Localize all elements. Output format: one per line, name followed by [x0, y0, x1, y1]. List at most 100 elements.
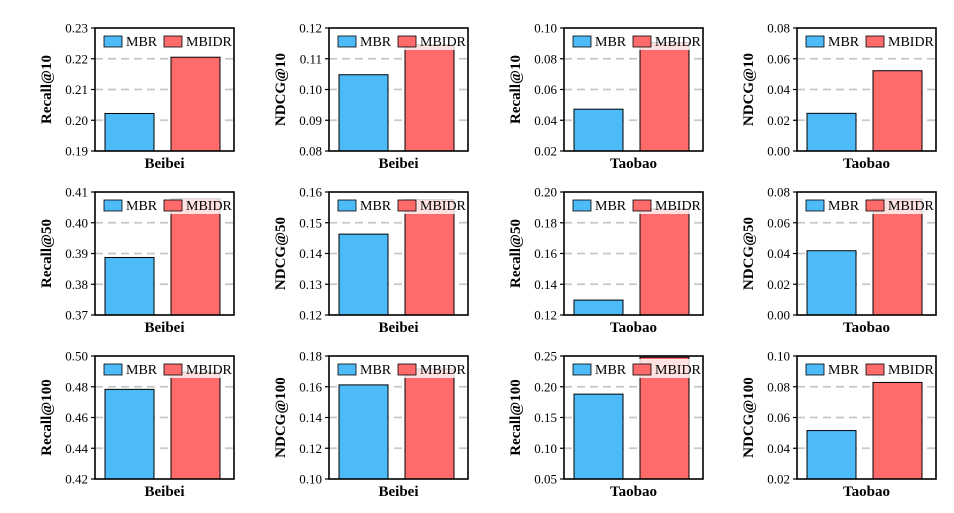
y-tick-label: 0.20 — [65, 113, 88, 128]
y-tick-label: 0.39 — [65, 246, 88, 261]
legend-label-mbr: MBR — [595, 35, 627, 50]
legend-swatch-mbr — [337, 35, 357, 48]
chart-panel: MBR MBIDR 0.10 0.12 0.14 0.16 0.18 NDCG@100 Beib… — [273, 349, 469, 500]
y-tick-label: 0.02 — [767, 277, 790, 292]
y-tick-label: 0.06 — [767, 410, 790, 425]
legend-label-mbr: MBR — [360, 199, 392, 214]
legend-label-mbr: MBR — [595, 199, 627, 214]
y-tick-label: 0.16 — [299, 185, 322, 200]
legend-swatch-mbidr — [632, 199, 652, 212]
chart-panel: MBR MBIDR 0.19 0.20 0.21 0.22 0.23 Recall@10 Bei… — [39, 21, 235, 172]
y-tick-label: 0.18 — [299, 349, 322, 364]
legend-label-mbidr: MBIDR — [655, 363, 702, 378]
y-axis-title: NDCG@10 — [741, 53, 757, 126]
chart-panel: MBR MBIDR 0.08 0.09 0.10 0.11 0.12 NDCG@10 Beibe… — [273, 21, 469, 172]
y-axis-title: NDCG@50 — [273, 217, 289, 290]
legend-label-mbidr: MBIDR — [888, 363, 935, 378]
y-axis-title: Recall@10 — [508, 55, 524, 124]
legend-swatch-mbr — [805, 35, 825, 48]
y-tick-label: 0.10 — [767, 349, 790, 364]
y-tick-label: 0.50 — [65, 349, 88, 364]
legend-label-mbidr: MBIDR — [186, 363, 233, 378]
bar-mbr — [104, 112, 155, 152]
y-axis-title: NDCG@10 — [273, 53, 289, 126]
chart-panel: MBR MBIDR 0.00 0.02 0.04 0.06 0.08 NDCG@50 Taoba… — [741, 185, 937, 336]
y-axis-title: Recall@50 — [39, 219, 55, 288]
y-tick-label: 0.12 — [299, 308, 322, 323]
legend-label-mbidr: MBIDR — [420, 199, 467, 214]
y-tick-label: 0.10 — [534, 21, 557, 36]
y-axis-title: Recall@100 — [39, 379, 55, 455]
y-tick-label: 0.10 — [534, 441, 557, 456]
y-tick-label: 0.44 — [65, 441, 88, 456]
y-tick-label: 0.38 — [65, 277, 88, 292]
bar-mbr — [806, 112, 857, 152]
y-tick-label: 0.06 — [767, 51, 790, 66]
bar-mbr — [338, 74, 389, 152]
bar-mbidr — [639, 42, 690, 152]
y-tick-label: 0.05 — [534, 472, 557, 487]
legend-label-mbidr: MBIDR — [420, 363, 467, 378]
legend-swatch-mbidr — [865, 35, 885, 48]
legend-swatch-mbidr — [397, 35, 417, 48]
y-axis-title: Recall@10 — [39, 55, 55, 124]
y-tick-label: 0.46 — [65, 410, 88, 425]
y-tick-label: 0.18 — [534, 215, 557, 230]
y-tick-label: 0.08 — [534, 51, 557, 66]
y-tick-label: 0.23 — [65, 21, 88, 36]
legend-swatch-mbidr — [163, 35, 183, 48]
legend-label-mbr: MBR — [126, 363, 158, 378]
bar-mbidr — [170, 371, 221, 480]
y-tick-label: 0.13 — [299, 277, 322, 292]
x-axis-title: Beibei — [379, 156, 419, 172]
bar-mbr — [806, 250, 857, 316]
bar-mbidr — [872, 70, 923, 152]
legend-swatch-mbidr — [397, 363, 417, 376]
y-tick-label: 0.12 — [299, 21, 322, 36]
legend-label-mbr: MBR — [828, 35, 860, 50]
bar-mbidr — [872, 198, 923, 316]
legend-swatch-mbr — [805, 199, 825, 212]
legend-swatch-mbr — [805, 363, 825, 376]
x-axis-title: Taobao — [843, 320, 890, 336]
bar-mbr — [573, 108, 624, 152]
bar-mbidr — [404, 199, 455, 316]
y-tick-label: 0.20 — [534, 379, 557, 394]
legend-label-mbidr: MBIDR — [655, 35, 702, 50]
x-axis-title: Beibei — [145, 156, 185, 172]
y-axis-title: NDCG@100 — [741, 377, 757, 458]
x-axis-title: Taobao — [610, 156, 657, 172]
y-tick-label: 0.12 — [534, 308, 557, 323]
chart-panel: MBR MBIDR 0.12 0.14 0.16 0.18 0.20 Recall@50 Tao… — [508, 185, 704, 336]
y-tick-label: 0.04 — [767, 246, 790, 261]
legend-label-mbr: MBR — [828, 363, 860, 378]
chart-panel: MBR MBIDR 0.00 0.02 0.04 0.06 0.08 NDCG@10 Taoba… — [741, 21, 937, 172]
legend-swatch-mbidr — [163, 363, 183, 376]
y-tick-label: 0.48 — [65, 379, 88, 394]
y-tick-label: 0.00 — [767, 308, 790, 323]
y-tick-label: 0.14 — [534, 277, 557, 292]
x-axis-title: Taobao — [610, 320, 657, 336]
chart-panel: MBR MBIDR 0.12 0.13 0.14 0.15 0.16 NDCG@50 Beibe… — [273, 185, 469, 336]
y-axis-title: Recall@50 — [508, 219, 524, 288]
y-tick-label: 0.16 — [299, 379, 322, 394]
y-tick-label: 0.25 — [534, 349, 557, 364]
bar-mbidr — [404, 368, 455, 480]
bar-mbidr — [872, 381, 923, 480]
legend-label-mbr: MBR — [360, 35, 392, 50]
legend-label-mbr: MBR — [126, 35, 158, 50]
y-tick-label: 0.40 — [65, 215, 88, 230]
y-tick-label: 0.08 — [299, 144, 322, 159]
y-tick-label: 0.08 — [767, 379, 790, 394]
x-axis-title: Beibei — [145, 320, 185, 336]
y-tick-label: 0.02 — [767, 472, 790, 487]
y-tick-label: 0.04 — [767, 82, 790, 97]
y-tick-label: 0.12 — [299, 441, 322, 456]
y-tick-label: 0.37 — [65, 308, 88, 323]
chart-panel: MBR MBIDR 0.37 0.38 0.39 0.40 0.41 Recall@50 Bei… — [39, 185, 235, 336]
bar-mbr — [573, 299, 624, 316]
y-tick-label: 0.20 — [534, 185, 557, 200]
x-axis-title: Beibei — [379, 320, 419, 336]
y-tick-label: 0.19 — [65, 144, 88, 159]
